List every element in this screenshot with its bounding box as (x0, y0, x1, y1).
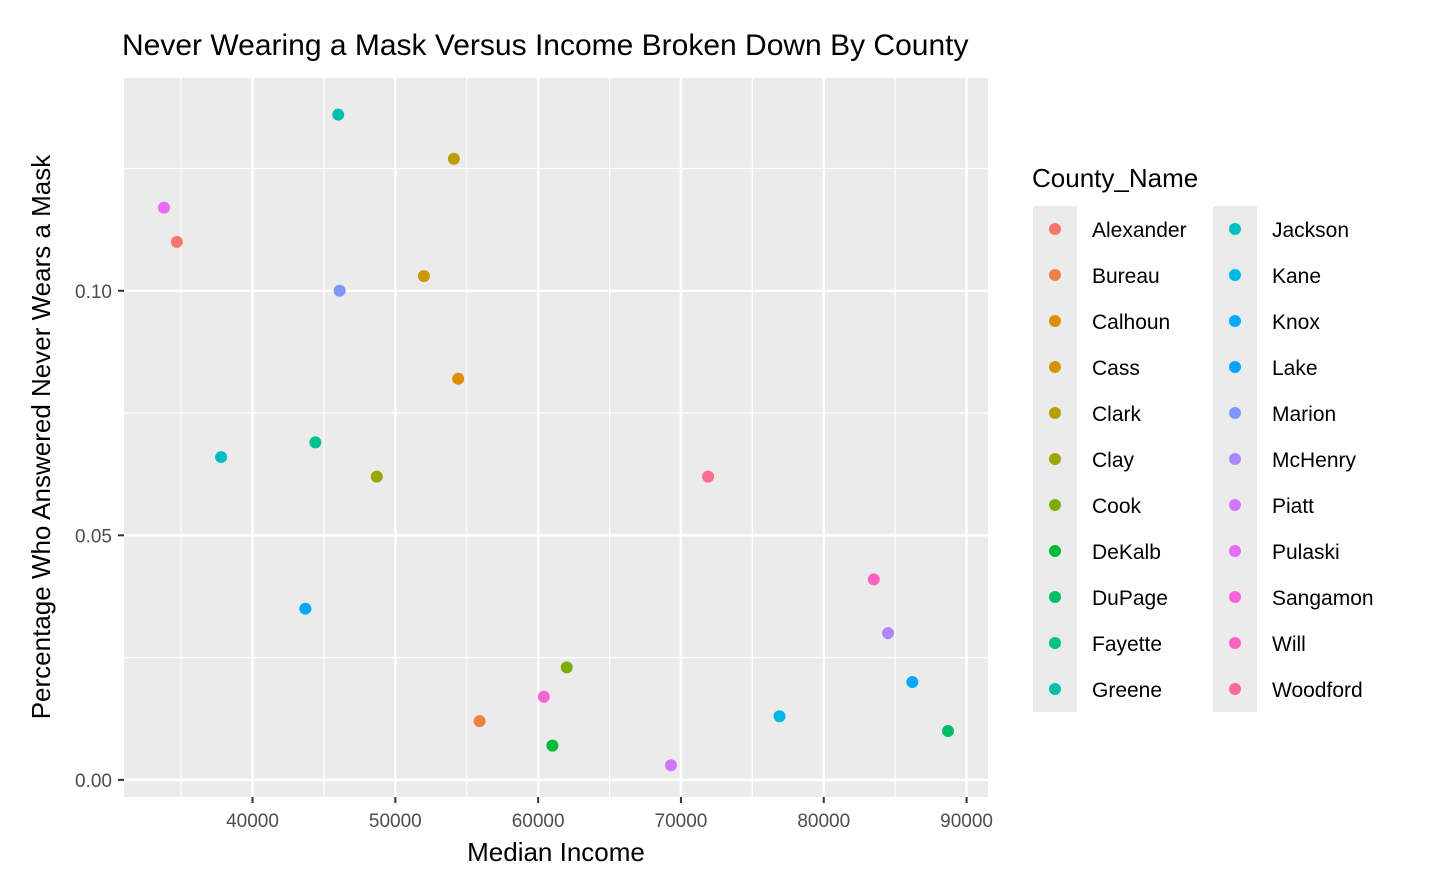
minor-gridlines (124, 78, 988, 797)
data-point (942, 724, 955, 737)
y-tick-label: 0.00 (75, 771, 112, 792)
legend-items: Alexander Bureau Calhoun Cass Clark Clay Cook D… (1033, 206, 1374, 712)
x-tick-label: 60000 (512, 811, 565, 832)
legend-key (1229, 637, 1241, 649)
legend-key (1049, 453, 1061, 465)
y-axis-title: Percentage Who Answered Never Wears a Ma… (26, 154, 56, 720)
data-point (309, 436, 322, 449)
legend: County_Name Alexander Bureau Calhoun Cass Cl… (1032, 163, 1374, 712)
data-point (333, 284, 346, 297)
plot-panel (124, 78, 988, 797)
chart-title: Never Wearing a Mask Versus Income Broke… (122, 29, 968, 62)
data-point (882, 627, 895, 640)
legend-label: DeKalb (1092, 541, 1161, 564)
data-point (447, 152, 460, 165)
major-gridlines (124, 78, 988, 797)
y-tick-label: 0.05 (75, 526, 112, 547)
legend-title: County_Name (1032, 163, 1198, 193)
legend-key (1049, 407, 1061, 419)
legend-key (1229, 315, 1241, 327)
legend-label: Clark (1092, 403, 1142, 426)
x-tick-label: 70000 (655, 811, 708, 832)
legend-label: Fayette (1092, 633, 1162, 656)
legend-label: Cass (1092, 357, 1140, 380)
legend-key (1229, 545, 1241, 557)
x-axis-ticks: 40000 50000 60000 70000 80000 90000 (226, 797, 993, 832)
legend-label: Lake (1272, 357, 1318, 380)
legend-key (1049, 683, 1061, 695)
legend-label: Knox (1272, 311, 1320, 334)
data-point (417, 270, 430, 283)
data-point (452, 372, 465, 385)
data-point (560, 661, 573, 674)
legend-label: Pulaski (1272, 541, 1340, 564)
data-point (664, 759, 677, 772)
data-point (157, 201, 170, 214)
legend-key (1049, 545, 1061, 557)
legend-label: Sangamon (1272, 587, 1374, 610)
legend-key (1049, 591, 1061, 603)
legend-key (1049, 269, 1061, 281)
data-point (773, 710, 786, 723)
legend-key (1049, 361, 1061, 373)
legend-key (1049, 499, 1061, 511)
legend-label: DuPage (1092, 587, 1168, 610)
legend-label: Piatt (1272, 495, 1314, 518)
x-tick-label: 80000 (797, 811, 850, 832)
legend-label: Cook (1092, 495, 1142, 518)
x-tick-label: 90000 (940, 811, 993, 832)
data-points (157, 108, 955, 772)
y-tick-label: 0.10 (75, 282, 112, 303)
data-point (546, 739, 559, 752)
data-point (702, 470, 715, 483)
data-point (370, 470, 383, 483)
data-point (215, 451, 228, 464)
x-axis-title: Median Income (467, 837, 645, 867)
data-point (299, 602, 312, 615)
data-point (537, 690, 550, 703)
legend-key (1229, 223, 1241, 235)
legend-label: Will (1272, 633, 1306, 656)
x-tick-label: 50000 (369, 811, 422, 832)
legend-key (1229, 683, 1241, 695)
legend-label: Woodford (1272, 679, 1363, 702)
data-point (170, 235, 183, 248)
legend-key (1229, 361, 1241, 373)
legend-key (1229, 453, 1241, 465)
legend-label: Alexander (1092, 219, 1187, 242)
data-point (906, 676, 919, 689)
legend-key (1229, 499, 1241, 511)
legend-label: Marion (1272, 403, 1336, 426)
legend-label: Jackson (1272, 219, 1349, 242)
legend-key (1229, 269, 1241, 281)
data-point (867, 573, 880, 586)
legend-key (1229, 591, 1241, 603)
legend-key (1049, 637, 1061, 649)
x-tick-label: 40000 (226, 811, 279, 832)
legend-label: Calhoun (1092, 311, 1170, 334)
legend-key (1049, 223, 1061, 235)
legend-key (1049, 315, 1061, 327)
legend-key (1229, 407, 1241, 419)
legend-label: Kane (1272, 265, 1321, 288)
legend-label: Greene (1092, 679, 1162, 702)
legend-label: Clay (1092, 449, 1135, 472)
data-point (473, 715, 486, 728)
legend-label: Bureau (1092, 265, 1160, 288)
legend-label: McHenry (1272, 449, 1357, 472)
data-point (332, 108, 345, 121)
y-axis-ticks: 0.00 0.05 0.10 (75, 282, 124, 792)
